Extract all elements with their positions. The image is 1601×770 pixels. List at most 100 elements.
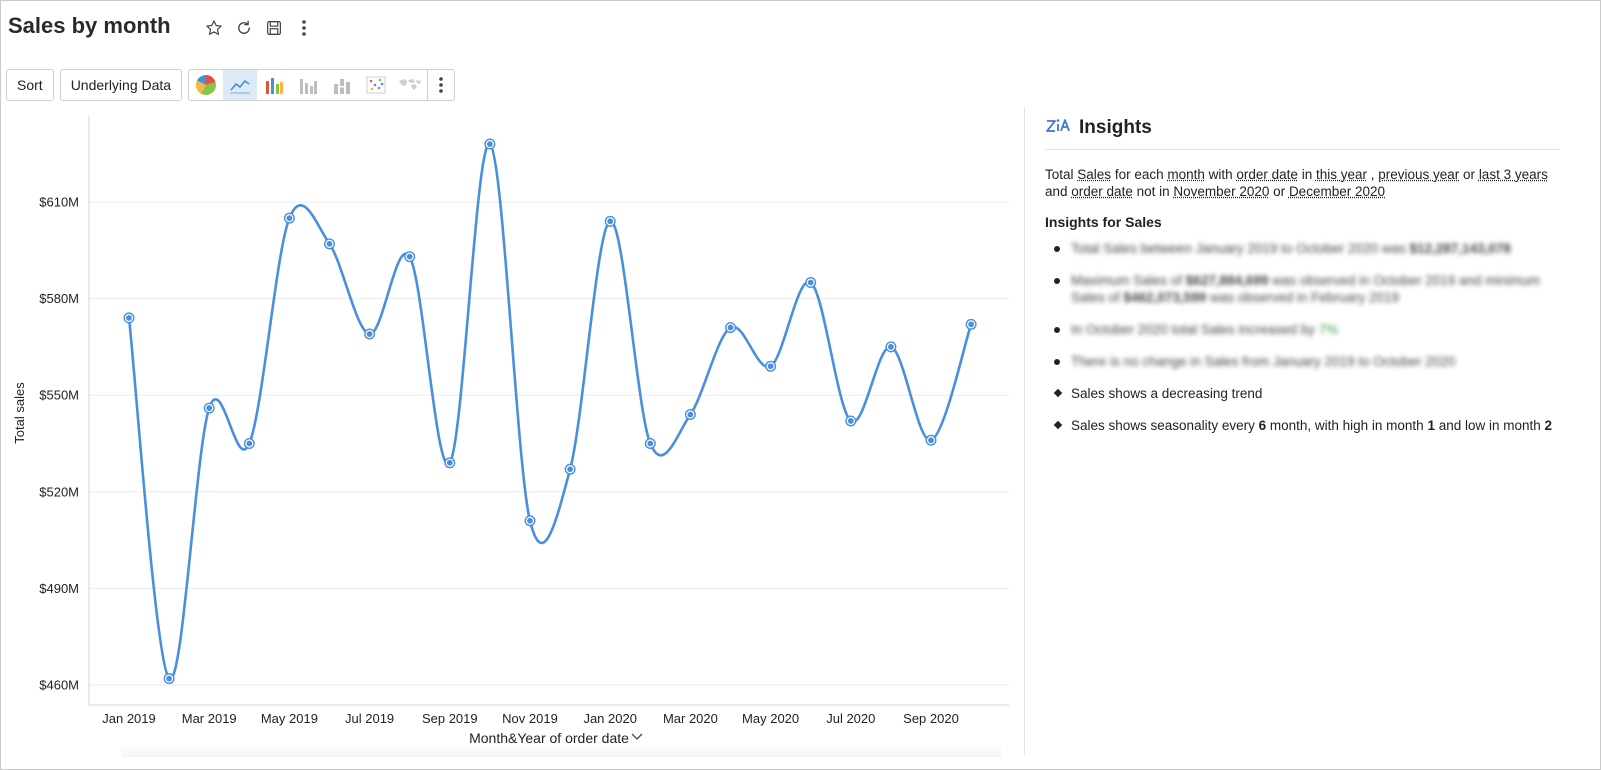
bar-chart-icon[interactable] xyxy=(257,70,291,100)
data-point-dot xyxy=(527,517,533,524)
insight-value: 6 xyxy=(1258,418,1267,433)
title-actions xyxy=(203,17,315,39)
data-point-dot xyxy=(166,675,173,682)
desc-link-last-3-years[interactable]: last 3 years xyxy=(1478,167,1548,182)
y-tick-label: $550M xyxy=(39,388,79,403)
insight-item: In October 2020 total Sales increased by… xyxy=(1045,321,1560,338)
more-vertical-icon[interactable] xyxy=(293,17,315,39)
insights-panel: Insights Total Sales for each month with… xyxy=(1045,107,1560,449)
insight-text: Maximum Sales of xyxy=(1071,273,1186,288)
desc-link-december-2020[interactable]: December 2020 xyxy=(1288,184,1385,199)
data-point-dot xyxy=(807,279,814,286)
data-point-dot xyxy=(968,321,974,328)
x-tick-label: Jul 2019 xyxy=(345,711,394,726)
bullet-icon xyxy=(1054,359,1060,365)
chevron-down-icon[interactable] xyxy=(631,733,643,740)
desc-link-november-2020[interactable]: November 2020 xyxy=(1173,184,1270,199)
underlying-data-button[interactable]: Underlying Data xyxy=(59,69,183,101)
desc-link-sales[interactable]: Sales xyxy=(1077,167,1112,182)
insight-text: was observed in February 2019 xyxy=(1206,290,1399,305)
desc-text: not in xyxy=(1132,184,1174,199)
insight-value: 7% xyxy=(1318,322,1339,337)
x-tick-label: Jan 2020 xyxy=(583,711,637,726)
data-point-dot xyxy=(366,331,373,337)
desc-text: for each xyxy=(1111,167,1168,182)
diamond-bullet-icon xyxy=(1053,420,1063,430)
data-point-dot xyxy=(487,141,493,147)
x-tick-label: Sep 2019 xyxy=(422,711,478,726)
refresh-icon[interactable] xyxy=(233,17,255,39)
desc-text: Total xyxy=(1045,167,1078,182)
more-chart-options-icon[interactable] xyxy=(427,70,454,100)
sales-line-chart: $460M $490M $520M $550M $580M $610M Jan 2019 M… xyxy=(12,116,1009,746)
x-tick-label: Sep 2020 xyxy=(903,711,959,726)
desc-link-order-date[interactable]: order date xyxy=(1236,167,1298,182)
sort-button[interactable]: Sort xyxy=(6,69,54,101)
map-chart-icon[interactable] xyxy=(393,70,427,100)
bullet-icon xyxy=(1054,327,1060,333)
data-point-dot xyxy=(928,437,934,444)
bullet-icon xyxy=(1054,246,1060,252)
column-chart-icon[interactable] xyxy=(291,70,325,100)
data-point-dot xyxy=(246,440,253,447)
pie-chart-icon[interactable] xyxy=(189,70,223,100)
insight-text: month, with high in month xyxy=(1266,418,1428,433)
desc-text: in xyxy=(1297,167,1316,182)
desc-link-this-year[interactable]: this year xyxy=(1315,167,1367,182)
data-point-dot xyxy=(847,418,854,424)
x-tick-label: Mar 2020 xyxy=(663,711,718,726)
insights-list: Total Sales between January 2019 to Octo… xyxy=(1045,240,1560,434)
insight-value: $12,287,143,078 xyxy=(1409,241,1511,256)
save-icon[interactable] xyxy=(263,17,285,39)
scatter-chart-icon[interactable] xyxy=(359,70,393,100)
insight-value: $627,884,699 xyxy=(1185,273,1269,288)
insight-text: Sales shows a decreasing trend xyxy=(1071,386,1263,401)
insights-subtitle: Insights for Sales xyxy=(1045,214,1162,230)
insight-text: was observed in October 2019 and minimum… xyxy=(1071,273,1541,305)
y-tick-label: $520M xyxy=(39,484,79,499)
x-tick-label: May 2020 xyxy=(742,711,799,726)
x-tick-label: Mar 2019 xyxy=(182,711,237,726)
x-tick-label: Jul 2020 xyxy=(826,711,875,726)
data-point-dot xyxy=(446,459,453,466)
insights-description: Total Sales for each month with order da… xyxy=(1045,166,1560,200)
data-point-dot xyxy=(607,218,614,225)
x-axis-label[interactable]: Month&Year of order date xyxy=(469,730,629,746)
data-point-dot xyxy=(647,440,654,447)
desc-link-order-date-2[interactable]: order date xyxy=(1071,184,1133,199)
sales-series-line xyxy=(127,142,973,681)
insight-item: There is no change in Sales from January… xyxy=(1045,353,1560,370)
insight-text: In October 2020 total Sales increased by xyxy=(1071,322,1319,337)
insight-item: Maximum Sales of $627,884,699 was observ… xyxy=(1045,272,1560,306)
insight-text: There is no change in Sales from January… xyxy=(1071,354,1456,369)
y-tick-label: $490M xyxy=(39,581,79,596)
insight-item: Sales shows seasonality every 6 month, w… xyxy=(1045,417,1560,434)
chart-type-selector xyxy=(188,69,456,101)
insight-item: Sales shows a decreasing trend xyxy=(1045,385,1560,402)
y-axis-label: Total sales xyxy=(12,382,27,444)
zia-insights-icon xyxy=(1045,116,1071,141)
desc-text: with xyxy=(1204,167,1237,182)
insight-text: Sales shows seasonality every xyxy=(1071,418,1259,433)
data-point-dot xyxy=(567,466,573,473)
insights-header: Insights xyxy=(1045,107,1560,150)
insight-text: and low in month xyxy=(1434,418,1545,433)
desc-link-month[interactable]: month xyxy=(1167,167,1205,182)
insight-item: Total Sales between January 2019 to Octo… xyxy=(1045,240,1560,257)
insight-value: 2 xyxy=(1544,418,1553,433)
toolbar: Sort Underlying Data xyxy=(6,69,456,101)
data-point-dot xyxy=(326,240,333,247)
x-tick-label: May 2019 xyxy=(261,711,318,726)
insights-title: Insights xyxy=(1079,117,1152,138)
star-icon[interactable] xyxy=(203,17,225,39)
insight-text: Total Sales between January 2019 to Octo… xyxy=(1071,241,1410,256)
line-chart-icon[interactable] xyxy=(223,70,258,100)
desc-link-previous-year[interactable]: previous year xyxy=(1378,167,1460,182)
data-point-dot xyxy=(206,405,213,411)
desc-text: and xyxy=(1045,184,1072,199)
data-point-dot xyxy=(767,363,774,370)
stacked-chart-icon[interactable] xyxy=(325,70,359,100)
data-point-dot xyxy=(727,324,734,331)
panel-divider xyxy=(1024,107,1025,755)
diamond-bullet-icon xyxy=(1053,388,1063,398)
